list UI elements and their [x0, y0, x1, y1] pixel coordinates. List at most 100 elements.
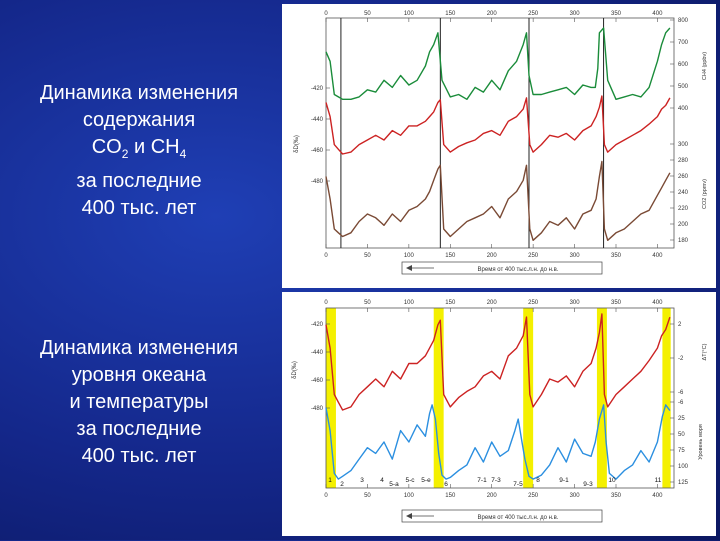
x-tick-label-bottom: 300	[570, 493, 581, 499]
right-tick-label-bottom: 220	[678, 206, 689, 212]
marine-isotope-stage-label: 5-е	[421, 477, 431, 484]
x-tick-label-bottom: 350	[611, 493, 622, 499]
caption-line: CO2 и CH4	[91, 136, 187, 161]
caption-line: уровня океана	[71, 364, 207, 386]
caption-line: 400 тыс. лет	[81, 445, 197, 467]
marine-isotope-stage-label: 5-с	[405, 477, 415, 484]
x-tick-label-top: 200	[487, 300, 498, 306]
caption-line: и температуры	[69, 391, 209, 413]
right-tick-label-top: 500	[678, 84, 689, 90]
left-tick-label: -440	[311, 350, 324, 356]
marine-isotope-stage-label: 11	[655, 477, 662, 484]
right-tick-label-bottom: -6	[678, 400, 684, 406]
x-tick-label-top: 50	[364, 300, 371, 306]
co2-series-line	[325, 160, 671, 242]
right-tick-label-top: 800	[678, 18, 689, 24]
caption-line: 400 тыс. лет	[81, 197, 197, 219]
x-tick-label-bottom: 200	[487, 493, 498, 499]
right-tick-label-top: 700	[678, 40, 689, 46]
x-tick-label-top: 100	[404, 300, 415, 306]
caption-line: Динамика изменения	[39, 82, 239, 104]
marine-isotope-stage-label: 2	[340, 481, 344, 488]
marine-isotope-stage-label: 10	[608, 477, 616, 484]
interglacial-highlight	[523, 308, 534, 488]
left-tick-label: -460	[311, 148, 324, 154]
right-axis-label-bottom: Уровень моря	[698, 424, 704, 460]
x-tick-label-top: 350	[611, 11, 622, 17]
right-tick-label-bottom: 300	[678, 142, 689, 148]
right-tick-label-top: 400	[678, 106, 689, 112]
x-tick-label-bottom: 0	[324, 253, 328, 259]
interglacial-highlight	[662, 308, 671, 488]
x-tick-label-bottom: 400	[652, 493, 663, 499]
caption-line: за последние	[76, 170, 202, 192]
right-tick-label-bottom: 260	[678, 174, 689, 180]
caption-line: за последние	[76, 418, 202, 440]
x-tick-label-bottom: 300	[570, 253, 581, 259]
right-tick-label-bottom: 125	[678, 480, 689, 486]
chart-panel-sea-level: 0 0 50 50 100 100 150 150 200 200 250 250 300 300 350 3…	[282, 292, 716, 536]
interglacial-highlight	[326, 308, 336, 488]
left-tick-label: -440	[311, 117, 324, 123]
x-tick-label-bottom: 400	[652, 253, 663, 259]
x-tick-label-top: 150	[445, 300, 456, 306]
marine-isotope-stage-label: 7-1	[477, 477, 487, 484]
x-tick-label-top: 50	[364, 11, 371, 17]
deuterium-series-line	[325, 313, 671, 411]
plot-frame	[325, 307, 675, 489]
left-tick-label: -420	[311, 322, 324, 328]
right-tick-label-top: 2	[678, 322, 682, 328]
right-tick-label-bottom: 25	[678, 416, 685, 422]
x-tick-label-top: 400	[652, 11, 663, 17]
x-tick-label-bottom: 50	[364, 493, 371, 499]
sea-level-series-line	[325, 404, 671, 480]
marine-isotope-stage-label: 3	[360, 477, 364, 484]
x-tick-label-bottom: 100	[404, 253, 415, 259]
marine-isotope-stage-label: 5-а	[389, 481, 399, 488]
x-tick-label-bottom: 350	[611, 253, 622, 259]
x-tick-label-top: 150	[445, 11, 456, 17]
x-tick-label-top: 0	[324, 11, 328, 17]
marine-isotope-stage-label: 7-5	[513, 481, 523, 488]
marine-isotope-stage-label: 7-3	[491, 477, 501, 484]
caption-sea-level-temperature: Динамика изменения уровня океана и темпе…	[4, 335, 274, 470]
left-tick-label: -480	[311, 406, 324, 412]
marine-isotope-stage-label: 9-1	[559, 477, 569, 484]
right-tick-label-bottom: 50	[678, 432, 685, 438]
caption-line: содержания	[82, 109, 196, 131]
left-axis-label: δD(‰)	[294, 135, 300, 153]
right-axis-label-bottom: CO2 (ppmv)	[702, 179, 708, 209]
x-tick-label-top: 300	[570, 11, 581, 17]
marine-isotope-stage-label: 4	[380, 477, 384, 484]
x-tick-label-bottom: 150	[445, 253, 456, 259]
x-tick-label-bottom: 0	[324, 493, 328, 499]
time-arrow-label: Время от 400 тыс.л.н. до н.в.	[478, 515, 559, 521]
x-tick-label-bottom: 150	[445, 493, 456, 499]
right-axis-label-top: CH4 (ppbv)	[702, 52, 708, 80]
time-arrow-head	[406, 265, 412, 271]
right-tick-label-top: 600	[678, 62, 689, 68]
x-tick-label-top: 400	[652, 300, 663, 306]
x-tick-label-top: 350	[611, 300, 622, 306]
marine-isotope-stage-label: 6	[444, 481, 448, 488]
interglacial-highlight	[433, 308, 444, 488]
x-tick-label-bottom: 250	[528, 253, 539, 259]
chart-sea-level-temperature: 0050501001001501502002002502503003003503…	[292, 300, 708, 523]
right-tick-label-top: -6	[678, 390, 684, 396]
caption-co2-ch4: Динамика изменения содержания CO2 и CH4 …	[4, 80, 274, 222]
x-tick-label-bottom: 50	[364, 253, 371, 259]
chart-co2-ch4: 0 0 50 50 100 100 150 150 200 200 250 250 300 300 350 3…	[294, 11, 708, 275]
right-tick-label-top: -2	[678, 356, 684, 362]
right-tick-label-bottom: 100	[678, 464, 689, 470]
x-tick-label-top: 250	[528, 300, 539, 306]
marine-isotope-stage-label: 1	[328, 477, 332, 484]
left-tick-label: -480	[311, 179, 324, 185]
right-tick-label-bottom: 200	[678, 222, 689, 228]
x-tick-label-top: 0	[324, 300, 328, 306]
x-tick-label-bottom: 100	[404, 493, 415, 499]
left-tick-label: -420	[311, 86, 324, 92]
chart-panel-co2-ch4: 0 0 50 50 100 100 150 150 200 200 250 250 300 300 350 3…	[282, 4, 716, 288]
right-axis-label-top: ΔT(°C)	[702, 343, 708, 360]
marine-isotope-stage-label: 8	[536, 477, 540, 484]
x-tick-label-top: 200	[487, 11, 498, 17]
